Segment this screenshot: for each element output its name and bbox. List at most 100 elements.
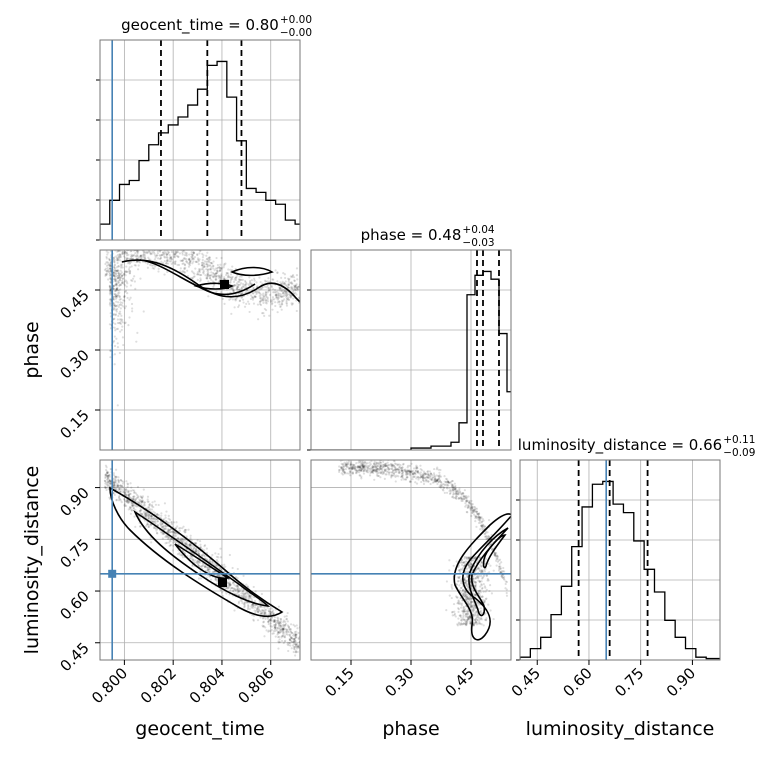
sample-point [425,472,428,476]
sample-point [116,257,119,260]
sample-point [405,472,408,475]
sample-point [127,268,131,271]
sample-point [248,596,252,599]
sample-point [471,600,475,603]
sample-point [127,501,130,504]
sample-point [482,519,485,522]
sample-point [182,530,186,533]
sample-point [282,627,285,630]
sample-point [177,542,180,545]
sample-point [480,524,483,528]
sample-point [107,278,110,281]
sample-point [215,272,218,275]
sample-point [272,632,275,635]
sample-point [289,281,292,285]
sample-point [205,268,208,271]
sample-point [480,587,484,590]
sample-point [160,512,163,515]
sample-point [401,475,404,478]
sample-point [128,270,132,273]
sample-point [206,566,209,569]
sample-point [250,294,253,297]
sample-point [427,476,430,479]
sample-point [496,555,500,558]
sample-point [487,519,491,522]
sample-point [451,495,455,498]
sample-point [206,260,209,263]
sample-point [245,601,248,604]
sample-point [212,563,216,566]
sample-point [451,489,454,492]
sample-point [283,635,286,639]
sample-point [125,251,129,255]
sample-point [177,255,180,258]
sample-point [473,607,476,610]
sample-point [297,646,300,649]
sample-point [109,280,112,284]
sample-point [122,299,125,302]
sample-point [127,242,129,244]
sample-point [361,464,364,467]
sample-point [149,508,152,511]
sample-point [463,495,466,499]
sample-point [292,647,296,650]
sample-point [362,470,365,473]
sample-point [480,570,484,573]
sample-point [466,610,469,614]
sample-point [117,499,121,502]
sample-point [280,308,283,311]
sample-point [160,247,162,249]
sample-point [174,526,178,530]
sample-point [160,245,162,247]
sample-point [457,600,460,603]
sample-point [416,470,419,473]
sample-point [433,475,437,478]
sample-point [401,469,404,472]
sample-point [251,613,254,617]
sample-point [143,501,146,504]
sample-point [220,275,223,278]
sample-point [278,628,281,631]
sample-point [192,547,195,550]
sample-point [127,491,130,494]
sample-point [106,481,109,484]
sample-point [280,276,283,279]
sample-point [154,520,157,523]
sample-point [287,278,290,282]
sample-point [383,468,386,471]
sample-point [125,254,129,257]
sample-point [185,540,188,543]
sample-point [384,464,387,467]
sample-point [468,597,472,600]
sample-point [475,507,479,510]
sample-point [182,538,185,541]
sample-point [167,541,171,544]
sample-point [116,256,119,260]
sample-point [189,543,192,546]
sample-point [289,296,292,299]
sample-point [343,470,346,474]
sample-point [290,647,293,650]
sample-point [483,618,486,621]
sample-point [379,465,383,468]
sample-point [484,532,487,536]
sample-point [459,602,462,606]
sample-point [108,259,111,262]
sample-point [446,480,450,483]
sample-point [250,605,253,608]
sample-point [138,516,141,519]
sample-point [114,295,117,298]
sample-point [289,644,292,647]
sample-point [105,273,108,276]
sample-point [451,484,454,487]
sample-point [371,469,374,472]
sample-point [123,295,126,298]
sample-point [352,467,355,470]
sample-point [363,460,367,464]
sample-point [157,267,160,270]
sample-point [121,252,124,255]
sample-point [146,514,149,518]
sample-point [355,466,359,469]
sample-point [118,351,121,355]
sample-point [296,289,299,292]
